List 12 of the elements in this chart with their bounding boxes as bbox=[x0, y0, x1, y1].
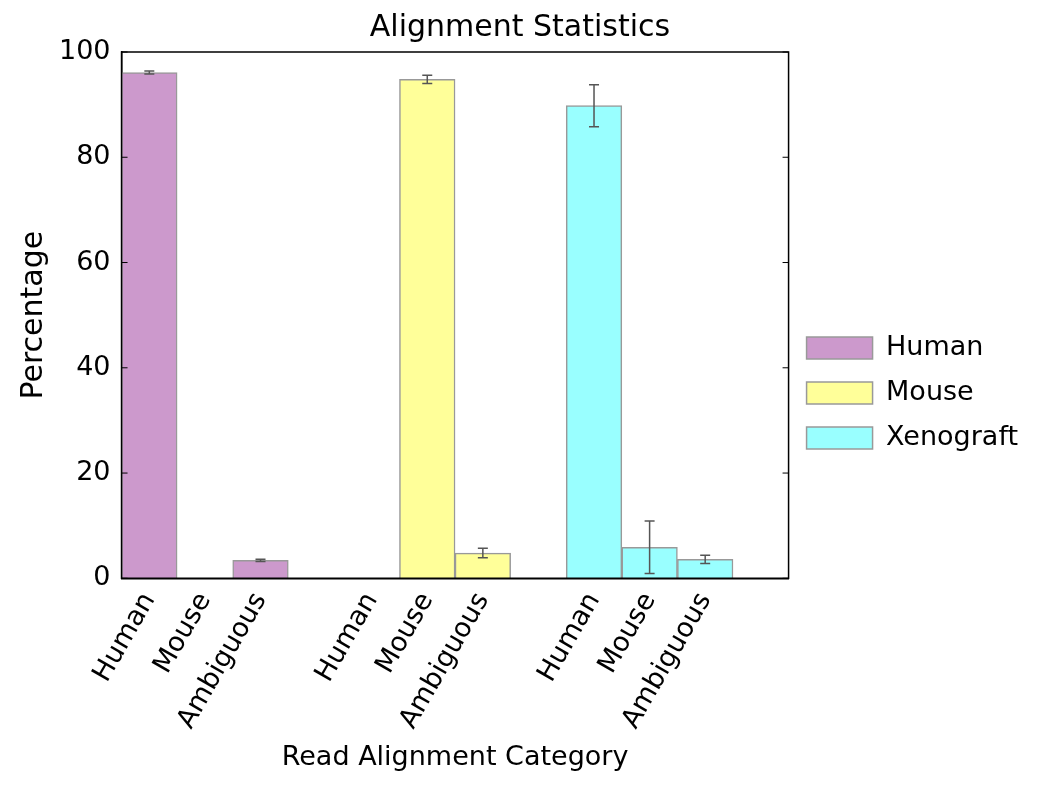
y-axis-title: Percentage bbox=[13, 230, 49, 400]
legend-label: Mouse bbox=[886, 375, 974, 407]
y-tick-label: 100 bbox=[58, 34, 111, 66]
x-axis-title: Read Alignment Category bbox=[281, 739, 629, 771]
legend-label: Xenograft bbox=[886, 420, 1019, 452]
y-tick-label: 0 bbox=[93, 560, 111, 592]
legend-label: Human bbox=[886, 330, 984, 362]
y-tick-label: 80 bbox=[76, 139, 111, 171]
y-tick-label: 60 bbox=[76, 244, 111, 276]
chart-title: Alignment Statistics bbox=[369, 7, 671, 43]
y-tick-label: 20 bbox=[76, 455, 111, 487]
y-tick-label: 40 bbox=[76, 349, 111, 381]
